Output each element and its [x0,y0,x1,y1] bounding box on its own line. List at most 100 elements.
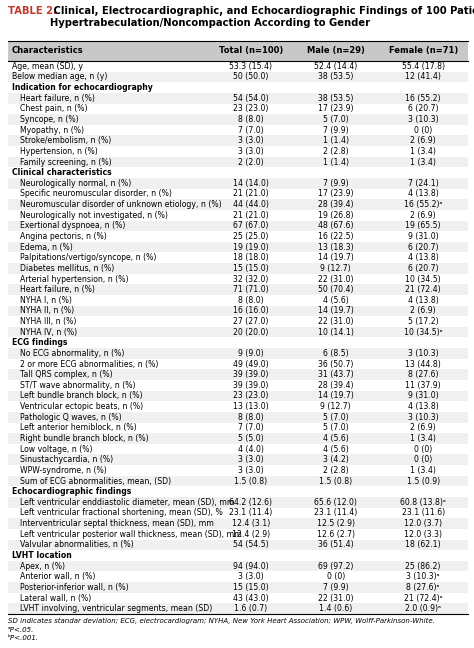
Bar [8,412,468,422]
Text: 12.4 (2.9): 12.4 (2.9) [232,530,270,538]
Bar [8,561,468,572]
Bar [8,295,468,306]
Text: Total (n=100): Total (n=100) [219,47,283,56]
Text: 23.1 (11.4): 23.1 (11.4) [314,509,357,518]
Text: 32 (32.0): 32 (32.0) [233,275,268,284]
Text: Anterior wall, n (%): Anterior wall, n (%) [20,572,95,581]
Text: 14 (19.7): 14 (19.7) [318,391,354,400]
Text: 10 (34.5)ᵃ: 10 (34.5)ᵃ [404,328,442,337]
Text: 2 (2.0): 2 (2.0) [238,157,264,167]
Text: 3 (10.3): 3 (10.3) [408,115,438,124]
Text: Characteristics: Characteristics [12,47,83,56]
Text: Neurologically normal, n (%): Neurologically normal, n (%) [20,179,131,188]
Bar [8,61,468,72]
Text: 53.3 (15.4): 53.3 (15.4) [229,62,272,71]
Bar [8,444,468,454]
Text: 1.4 (0.6): 1.4 (0.6) [319,604,352,613]
Bar [8,582,468,593]
Text: Chest pain, n (%): Chest pain, n (%) [20,104,88,113]
Bar [8,465,468,476]
Bar [8,114,468,125]
Text: 25 (25.0): 25 (25.0) [233,232,268,241]
Text: 21 (21.0): 21 (21.0) [233,189,268,198]
Bar [8,572,468,582]
Text: Specific neuromuscular disorder, n (%): Specific neuromuscular disorder, n (%) [20,189,172,198]
Text: 4 (13.8): 4 (13.8) [408,189,438,198]
Text: 7 (9.9): 7 (9.9) [323,126,348,135]
Text: 20 (20.0): 20 (20.0) [233,328,268,337]
Bar [8,157,468,167]
Text: 5 (5.0): 5 (5.0) [238,434,264,443]
Bar [8,487,468,497]
Text: 1.5 (0.9): 1.5 (0.9) [407,476,440,485]
Text: 2 or more ECG abnormalities, n (%): 2 or more ECG abnormalities, n (%) [20,360,158,369]
Text: Left anterior hemiblock, n (%): Left anterior hemiblock, n (%) [20,423,137,432]
Text: Age, mean (SD), y: Age, mean (SD), y [12,62,83,71]
Text: 3 (10.3)ᵃ: 3 (10.3)ᵃ [406,572,440,581]
Text: Diabetes mellitus, n (%): Diabetes mellitus, n (%) [20,264,114,273]
Text: 52.4 (14.4): 52.4 (14.4) [314,62,357,71]
Text: No ECG abnormality, n (%): No ECG abnormality, n (%) [20,349,124,358]
Bar [8,507,468,518]
Bar [8,167,468,178]
Text: 19 (19.0): 19 (19.0) [233,242,268,251]
Text: 7 (24.1): 7 (24.1) [408,179,438,188]
Text: 14 (19.7): 14 (19.7) [318,307,354,316]
Text: 65.6 (12.0): 65.6 (12.0) [314,498,357,507]
Text: 6 (20.7): 6 (20.7) [408,104,438,113]
Text: Family screening, n (%): Family screening, n (%) [20,157,111,167]
Text: 16 (55.2)ᵃ: 16 (55.2)ᵃ [404,200,442,209]
Text: 50 (50.0): 50 (50.0) [233,73,268,82]
Bar [8,189,468,199]
Text: 4 (5.6): 4 (5.6) [323,295,348,305]
Text: 1 (1.4): 1 (1.4) [323,157,349,167]
Text: 4 (13.8): 4 (13.8) [408,295,438,305]
Bar [8,497,468,507]
Text: Heart failure, n (%): Heart failure, n (%) [20,94,95,103]
Text: Posterior-inferior wall, n (%): Posterior-inferior wall, n (%) [20,583,128,592]
Text: 9 (9.0): 9 (9.0) [238,349,264,358]
Text: 2 (6.9): 2 (6.9) [410,211,436,220]
Text: 5 (17.2): 5 (17.2) [408,317,438,326]
Text: 2 (6.9): 2 (6.9) [410,136,436,145]
Text: Clinical, Electrocardiographic, and Echocardiographic Findings of 100 Patients W: Clinical, Electrocardiographic, and Echo… [50,6,474,28]
Text: 6 (8.5): 6 (8.5) [323,349,348,358]
Text: 14 (14.0): 14 (14.0) [233,179,269,188]
Text: Ventricular ectopic beats, n (%): Ventricular ectopic beats, n (%) [20,402,143,411]
Bar [8,369,468,380]
Bar [8,104,468,114]
Text: 12.6 (2.7): 12.6 (2.7) [317,530,355,538]
Text: 15 (15.0): 15 (15.0) [233,264,268,273]
Bar [8,263,468,273]
Text: Palpitations/vertigo/syncope, n (%): Palpitations/vertigo/syncope, n (%) [20,253,156,262]
Text: 2 (6.9): 2 (6.9) [410,307,436,316]
Bar [8,434,468,444]
Text: 13 (18.3): 13 (18.3) [318,242,354,251]
Text: 2 (2.8): 2 (2.8) [323,147,348,156]
Bar [8,284,468,295]
Text: 5 (7.0): 5 (7.0) [323,413,348,422]
Bar [8,146,468,157]
Text: Neurologically not investigated, n (%): Neurologically not investigated, n (%) [20,211,168,220]
Text: Left ventricular enddiastolic diameter, mean (SD), mm: Left ventricular enddiastolic diameter, … [20,498,235,507]
Text: 8 (8.0): 8 (8.0) [238,413,264,422]
Text: 12 (41.4): 12 (41.4) [405,73,441,82]
Text: SD indicates standar deviation; ECG, electrocardiogram; NYHA, New York Heart Ass: SD indicates standar deviation; ECG, ele… [8,618,435,624]
Text: Arterial hypertension, n (%): Arterial hypertension, n (%) [20,275,128,284]
Text: 4 (13.8): 4 (13.8) [408,253,438,262]
Bar [8,178,468,189]
Bar [8,422,468,434]
Text: 23.1 (11.4): 23.1 (11.4) [229,509,272,518]
Text: 54 (54.0): 54 (54.0) [233,94,268,103]
Text: 11 (37.9): 11 (37.9) [405,381,441,390]
Text: 17 (23.9): 17 (23.9) [318,189,354,198]
Bar [8,454,468,465]
Text: Syncope, n (%): Syncope, n (%) [20,115,79,124]
Text: NYHA IV, n (%): NYHA IV, n (%) [20,328,77,337]
Text: 21 (72.4)ᵃ: 21 (72.4)ᵃ [404,594,442,603]
Bar [8,540,468,550]
Text: Clinical characteristics: Clinical characteristics [12,168,112,177]
Bar [8,72,468,82]
Text: Apex, n (%): Apex, n (%) [20,562,65,571]
Text: 22 (31.0): 22 (31.0) [318,594,354,603]
